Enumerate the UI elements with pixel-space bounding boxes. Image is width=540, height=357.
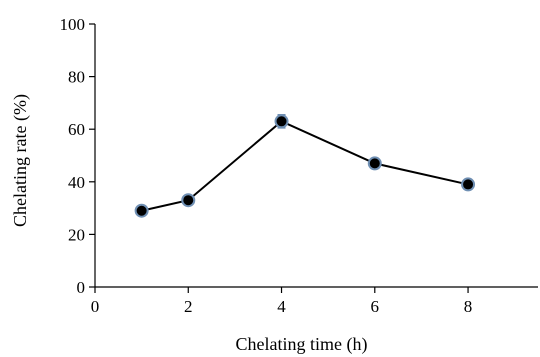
data-point bbox=[367, 156, 382, 171]
y-tick-label: 60 bbox=[68, 120, 85, 139]
x-axis-title: Chelating time (h) bbox=[236, 334, 368, 355]
data-point bbox=[181, 193, 196, 208]
y-tick-label: 20 bbox=[68, 225, 85, 244]
x-tick-label: 4 bbox=[277, 297, 286, 316]
y-axis-title: Chelating rate (%) bbox=[10, 94, 31, 227]
series bbox=[134, 113, 476, 218]
x-tick-label: 6 bbox=[371, 297, 380, 316]
axes bbox=[94, 24, 538, 288]
x-tick-label: 2 bbox=[184, 297, 193, 316]
data-point bbox=[461, 177, 476, 192]
x-tick-label: 8 bbox=[464, 297, 473, 316]
x-tick-label: 0 bbox=[91, 297, 100, 316]
ticks: 0 20 40 60 80 100 0 2 4 6 8 bbox=[60, 15, 473, 316]
data-point bbox=[274, 114, 289, 129]
data-point bbox=[134, 203, 149, 218]
y-tick-label: 80 bbox=[68, 68, 85, 87]
y-tick-label: 100 bbox=[60, 15, 86, 34]
y-tick-label: 40 bbox=[68, 173, 85, 192]
y-tick-label: 0 bbox=[77, 278, 86, 297]
